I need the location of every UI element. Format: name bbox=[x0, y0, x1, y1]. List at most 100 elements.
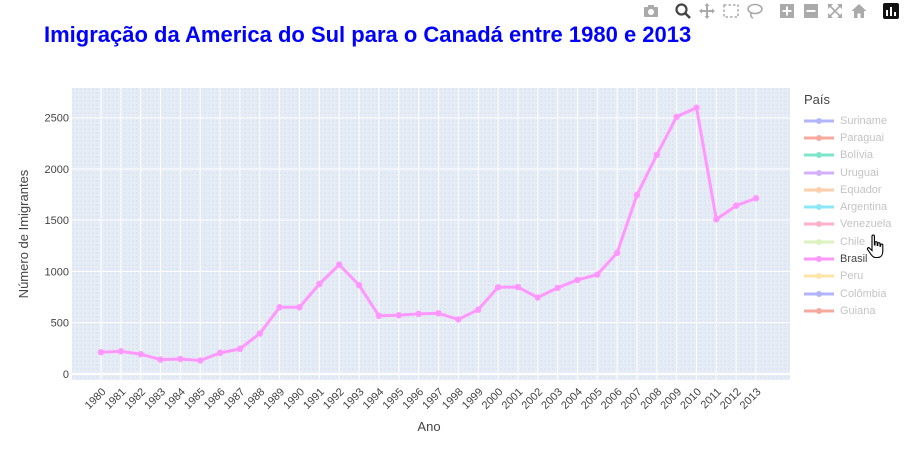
data-point-brasil[interactable] bbox=[117, 348, 125, 355]
data-point-brasil[interactable] bbox=[177, 355, 184, 363]
x-tick-label: 2003 bbox=[539, 386, 565, 412]
x-tick-label: 1994 bbox=[361, 386, 387, 412]
x-tick-label: 1983 bbox=[142, 386, 168, 412]
data-point-brasil[interactable] bbox=[713, 216, 720, 223]
legend-label: Colômbia bbox=[840, 287, 887, 300]
lasso-icon[interactable] bbox=[744, 0, 766, 22]
x-axis-title: Ano bbox=[417, 419, 440, 434]
legend-item-bolivia[interactable]: Bolívia bbox=[804, 147, 891, 164]
data-point-brasil[interactable] bbox=[316, 280, 323, 288]
legend-label: Argentina bbox=[840, 201, 888, 214]
legend-item-venezuela[interactable]: Venezuela bbox=[804, 216, 891, 233]
plot-background[interactable] bbox=[72, 88, 790, 380]
legend-swatch bbox=[804, 290, 834, 297]
x-tick-label: 2010 bbox=[678, 386, 704, 412]
legend-swatch bbox=[804, 186, 834, 193]
x-tick-label: 2002 bbox=[519, 386, 545, 412]
data-point-brasil[interactable] bbox=[197, 357, 204, 364]
legend-item-suriname[interactable]: Suriname bbox=[804, 112, 891, 129]
y-tick-label: 2000 bbox=[45, 164, 69, 176]
legend-label: Venezuela bbox=[840, 218, 892, 231]
data-point-brasil[interactable] bbox=[415, 310, 422, 318]
x-tick-label: 1980 bbox=[83, 386, 109, 412]
x-tick-label: 1981 bbox=[103, 386, 129, 412]
x-tick-label: 1987 bbox=[222, 386, 248, 412]
data-point-brasil[interactable] bbox=[653, 151, 660, 159]
legend-swatch bbox=[804, 152, 834, 159]
x-tick-label: 1985 bbox=[182, 386, 208, 412]
data-point-brasil[interactable] bbox=[494, 284, 502, 291]
legend-item-guiana[interactable]: Guiana bbox=[804, 302, 891, 319]
data-point-brasil[interactable] bbox=[216, 349, 224, 357]
data-point-brasil[interactable] bbox=[752, 195, 760, 202]
x-tick-label: 1997 bbox=[420, 386, 446, 412]
legend-item-colombia[interactable]: Colômbia bbox=[804, 285, 891, 302]
data-point-brasil[interactable] bbox=[355, 281, 363, 289]
data-point-brasil[interactable] bbox=[296, 304, 303, 311]
data-point-brasil[interactable] bbox=[474, 306, 482, 313]
x-tick-label: 2005 bbox=[579, 386, 605, 412]
x-tick-label: 1989 bbox=[261, 386, 287, 412]
legend-label: Suriname bbox=[840, 114, 888, 127]
data-point-brasil[interactable] bbox=[534, 294, 541, 301]
x-tick-label: 1993 bbox=[341, 386, 367, 412]
data-point-brasil[interactable] bbox=[594, 271, 601, 278]
data-point-brasil[interactable] bbox=[435, 310, 442, 317]
legend-swatch bbox=[804, 221, 834, 228]
data-point-brasil[interactable] bbox=[633, 191, 641, 199]
legend-label: Equador bbox=[840, 183, 882, 196]
legend-label: Peru bbox=[840, 270, 864, 283]
data-point-brasil[interactable] bbox=[554, 284, 561, 292]
legend-item-chile[interactable]: Chile bbox=[804, 233, 891, 250]
y-gridlines bbox=[72, 117, 790, 375]
legend-swatch bbox=[804, 134, 834, 141]
legend-item-brasil[interactable]: Brasil bbox=[804, 250, 891, 267]
y-axis-title: Número de Imigrantes bbox=[16, 169, 31, 298]
zoom-icon[interactable] bbox=[672, 0, 694, 22]
legend-item-uruguai[interactable]: Uruguai bbox=[804, 164, 891, 181]
data-point-brasil[interactable] bbox=[693, 104, 700, 111]
data-point-brasil[interactable] bbox=[137, 350, 144, 358]
legend-item-argentina[interactable]: Argentina bbox=[804, 198, 891, 215]
x-tick-label: 2009 bbox=[658, 386, 684, 412]
data-point-brasil[interactable] bbox=[733, 202, 740, 209]
data-point-brasil[interactable] bbox=[455, 316, 462, 323]
data-point-brasil[interactable] bbox=[276, 304, 283, 311]
box-select-icon[interactable] bbox=[720, 0, 742, 22]
legend-item-equador[interactable]: Equador bbox=[804, 181, 891, 198]
legend-swatch bbox=[804, 307, 834, 314]
y-tick-label: 0 bbox=[63, 369, 69, 381]
x-tick-label: 2004 bbox=[559, 386, 585, 412]
data-point-brasil[interactable] bbox=[514, 283, 522, 291]
data-point-brasil[interactable] bbox=[673, 113, 680, 120]
pan-icon[interactable] bbox=[696, 0, 718, 22]
data-point-brasil[interactable] bbox=[157, 356, 164, 363]
data-point-brasil[interactable] bbox=[236, 345, 244, 353]
reset-axes-icon[interactable] bbox=[848, 0, 870, 22]
x-tick-label: 1991 bbox=[301, 386, 327, 412]
autoscale-icon[interactable] bbox=[824, 0, 846, 22]
x-tick-label: 1988 bbox=[242, 386, 268, 412]
camera-icon[interactable] bbox=[640, 0, 662, 22]
zoom-in-icon[interactable] bbox=[776, 0, 798, 22]
legend-item-peru[interactable]: Peru bbox=[804, 268, 891, 285]
legend-item-paraguai[interactable]: Paraguai bbox=[804, 129, 891, 146]
data-point-brasil[interactable] bbox=[256, 330, 263, 337]
y-tick-label: 500 bbox=[51, 318, 69, 330]
data-point-brasil[interactable] bbox=[336, 261, 343, 268]
zoom-out-icon[interactable] bbox=[800, 0, 822, 22]
series-line-brasil[interactable] bbox=[100, 106, 757, 363]
data-point-brasil[interactable] bbox=[97, 349, 105, 356]
legend-label: Bolívia bbox=[840, 149, 874, 162]
series-layer[interactable] bbox=[97, 104, 760, 364]
data-point-brasil[interactable] bbox=[395, 312, 402, 319]
data-point-brasil[interactable] bbox=[613, 249, 621, 257]
legend-swatch bbox=[804, 204, 834, 211]
data-point-brasil[interactable] bbox=[375, 312, 383, 320]
data-point-brasil[interactable] bbox=[574, 276, 581, 284]
plotly-logo-icon[interactable] bbox=[880, 0, 902, 22]
x-tick-label: 2007 bbox=[619, 386, 645, 412]
x-tick-label: 1996 bbox=[400, 386, 426, 412]
chart-title: Imigração da America do Sul para o Canad… bbox=[44, 22, 692, 47]
